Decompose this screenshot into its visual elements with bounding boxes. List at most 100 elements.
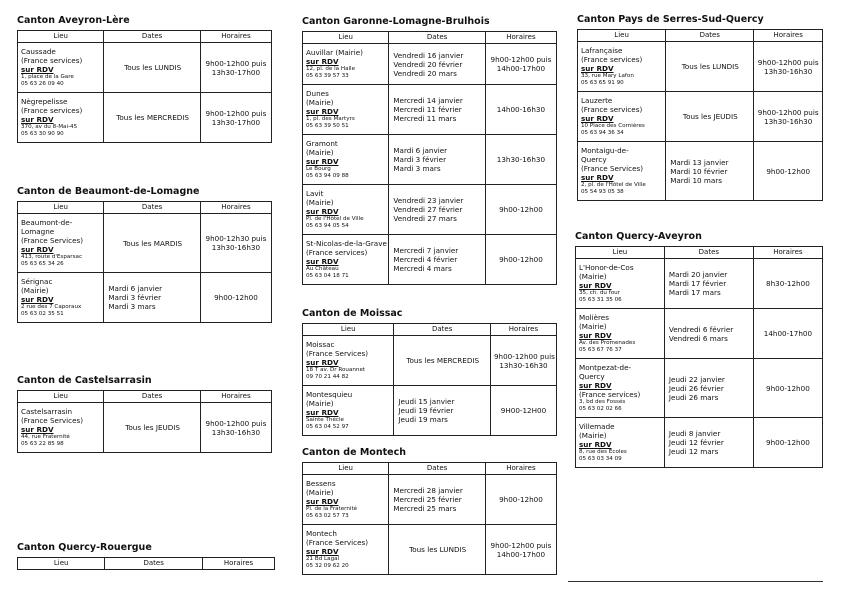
row: Nègrepelisse (France services) sur RDV 370,…	[16, 92, 273, 143]
hours-cell: 9h00-12h00	[752, 358, 824, 418]
canton-title: Canton de Castelsarrasin	[17, 375, 152, 386]
column-header: Horaires	[484, 462, 558, 475]
column-header: Dates	[103, 390, 201, 403]
address: 05 54 93 05 38	[581, 189, 624, 195]
address: 413, route d'Esparsac	[21, 254, 83, 260]
hours-cell: 9h00-12h00 puis 13h30-16h30	[489, 335, 558, 386]
hours-cell: 9h00-12h00	[484, 184, 558, 235]
rdv: sur RDV	[306, 497, 339, 506]
place-name: (France services)	[306, 248, 368, 257]
dates-cell: Tous les JEUDIS	[665, 91, 755, 142]
rdv: sur RDV	[306, 408, 339, 417]
rdv: sur RDV	[21, 65, 54, 74]
place-name: (Mairie)	[306, 198, 334, 207]
column-header: Lieu	[16, 557, 106, 570]
place-name: L'Honor-de-Cos	[579, 263, 634, 272]
place-name: (Mairie)	[306, 148, 334, 157]
dates-cell: Tous les MARDIS	[103, 213, 201, 273]
hours: 8h30-12h00	[766, 279, 810, 288]
dates-cell: Mardi 6 janvier Mardi 3 février Mardi 3 ma…	[388, 134, 486, 185]
hours: 9h00-12h00	[214, 293, 258, 302]
canton: Canton de Montech Lieu Dates Horaires Bessen…	[301, 447, 558, 575]
canton-title: Canton de Beaumont-de-Lomagne	[17, 186, 200, 197]
column-header: Horaires	[753, 29, 823, 42]
place-name: (France Services)	[581, 164, 644, 173]
schedule-table: Lieu Dates Horaires Lafrançaise (France serv…	[576, 29, 823, 201]
schedule-table: Lieu Dates Horaires Auvillar (Mairie) sur RD…	[301, 31, 558, 285]
rdv: sur RDV	[21, 115, 54, 124]
address: 05 63 04 18 71	[306, 273, 349, 279]
column-header: Horaires	[199, 201, 273, 214]
place-name: (France services)	[21, 106, 83, 115]
address: 05 63 02 57 73	[306, 513, 349, 519]
canton-title: Canton Pays de Serres-Sud-Quercy	[577, 14, 764, 25]
place-note: (France services)	[579, 390, 641, 399]
dates-cell: Tous les LUNDIS	[103, 42, 201, 93]
address: 05 63 65 91 90	[581, 80, 624, 86]
column-header: Horaires	[202, 557, 275, 570]
hours: 13h30-16h30	[496, 155, 546, 164]
dates-cell: Mardi 20 janvier Mardi 17 février Mardi 17…	[663, 258, 754, 309]
place-name: Beaumont-de-	[21, 218, 73, 227]
header-row: Lieu Dates Horaires	[16, 557, 275, 570]
date: Mercredi 4 mars	[393, 264, 452, 273]
hours: 13h30-17h00	[211, 67, 261, 77]
header-row: Lieu Dates Horaires	[575, 246, 824, 259]
row: Castelsarrasin (France Services) sur RDV 44…	[16, 402, 273, 453]
place-name: (France Services)	[21, 236, 84, 245]
hours-cell: 9h00-12h00 puis 14h00-17h00	[484, 524, 558, 575]
hours-cell: 13h30-16h30	[484, 134, 558, 185]
rdv: sur RDV	[306, 358, 339, 367]
date: Mardi 3 mars	[393, 164, 441, 173]
dates-cell: Vendredi 23 janvier Vendredi 27 février Ve…	[388, 184, 486, 235]
place-name: (France services)	[581, 105, 643, 114]
dates-cell: Vendredi 6 février Vendredi 6 mars	[663, 308, 754, 359]
date: Vendredi 6 mars	[668, 333, 728, 343]
date: Vendredi 27 février	[393, 205, 463, 214]
schedule-table: Lieu Dates Horaires Beaumont-de- Lomagne (Fra…	[16, 201, 273, 323]
place-name: Quercy	[581, 155, 607, 164]
row: St-Nicolas-de-la-Grave (France services) s…	[301, 234, 558, 285]
place-name: Lomagne	[21, 227, 55, 236]
date: Jeudi 26 février	[668, 383, 724, 393]
row: L'Honor-de-Cos (Mairie) sur RDV 35, ch. du …	[575, 258, 824, 309]
date: Mercredi 28 janvier	[393, 486, 463, 495]
date: Mardi 17 février	[668, 279, 727, 288]
date: Jeudi 8 janvier	[668, 429, 721, 438]
address: Av. des Promenades	[579, 340, 636, 346]
place-name: Castelsarrasin	[21, 407, 73, 416]
lieu-cell: Lauzerte (France services) sur RDV 10 Place…	[576, 91, 667, 142]
address: Le Bourg	[306, 166, 331, 172]
rdv: sur RDV	[579, 331, 612, 340]
date: Tous les LUNDIS	[124, 63, 182, 72]
place-name: (Mairie)	[21, 286, 49, 295]
date: Tous les MERCREDIS	[116, 113, 189, 122]
column-header: Horaires	[489, 323, 558, 336]
hours: 9h00-12h00	[766, 438, 810, 447]
header-row: Lieu Dates Horaires	[301, 31, 558, 44]
row: Montpezat-de- Quercy sur RDV (France servic…	[575, 358, 824, 418]
date: Mercredi 4 février	[393, 255, 458, 264]
hours: 9h00-12h00 puis	[493, 351, 555, 361]
hours-cell: 9h00-12h00	[753, 141, 823, 201]
date: Mardi 3 mars	[108, 302, 156, 311]
lieu-cell: Montech (France Services) sur RDV 21 Bd Lag…	[301, 524, 390, 575]
date: Mercredi 7 janvier	[393, 246, 459, 255]
date: Vendredi 6 février	[668, 324, 734, 334]
hours-cell: 9h00-12h00 puis 13h30-17h00	[199, 92, 273, 143]
column-header: Lieu	[576, 29, 667, 42]
date: Mercredi 11 février	[393, 105, 462, 114]
lieu-cell: Villemade (Mairie) sur RDV 8, rue des Ecole…	[575, 417, 665, 468]
address: 05 63 03 34 09	[579, 456, 622, 462]
row: Moissac (France Services) sur RDV 18 T av. …	[301, 335, 558, 386]
hours-cell: 9h00-12h00	[752, 417, 824, 468]
row: Lavit (Mairie) sur RDV Pl. de l'Hôtel de Vi…	[301, 184, 558, 235]
hours: 9h00-12h00	[499, 205, 543, 214]
address: 05 63 02 35 51	[21, 311, 64, 317]
address: 18 T av. Dr Rouannet	[306, 367, 366, 373]
canton: Canton Pays de Serres-Sud-Quercy Lieu Date…	[576, 14, 823, 201]
address: 35, ch. du four	[579, 290, 620, 296]
hours: 9h00-12h00 puis	[205, 418, 267, 428]
column-header: Horaires	[199, 390, 273, 403]
